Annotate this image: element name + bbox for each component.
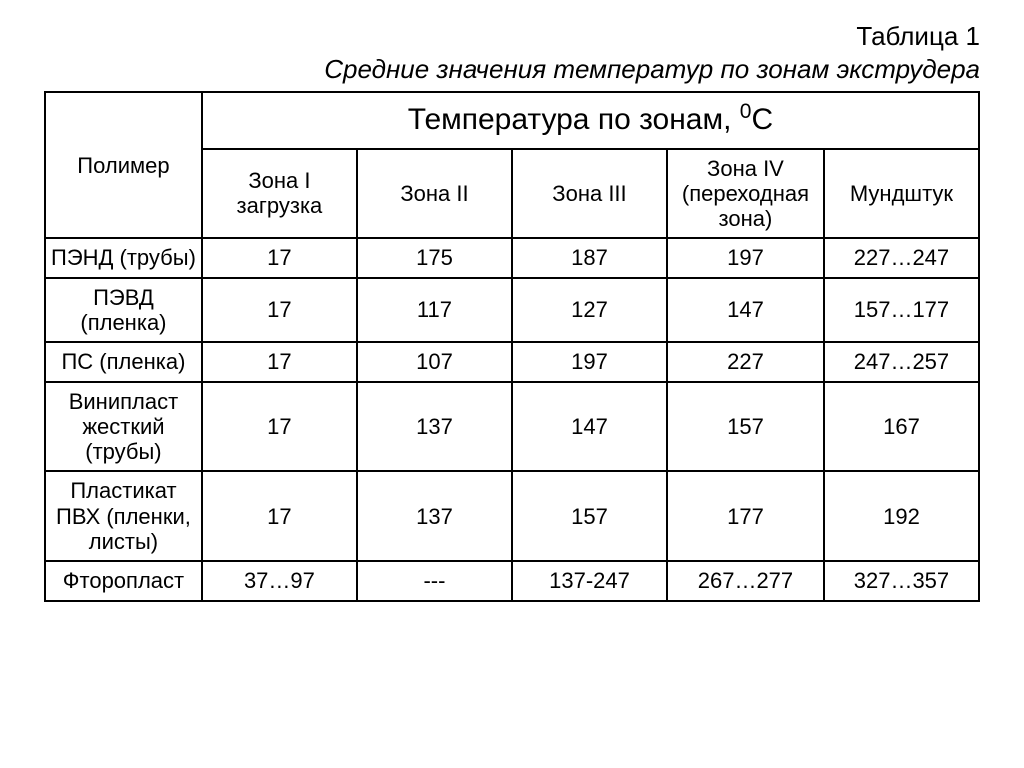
cell: 137	[357, 382, 512, 472]
cell: 137-247	[512, 561, 667, 600]
page: Таблица 1 Средние значения температур по…	[0, 0, 1024, 768]
table-row: ПС (пленка) 17 107 197 227 247…257	[45, 342, 979, 381]
zone-header: Зона IV (переходная зона)	[667, 149, 824, 239]
cell: 17	[202, 471, 357, 561]
table-row: Фторопласт 37…97 --- 137-247 267…277 327…	[45, 561, 979, 600]
table-caption: Таблица 1 Средние значения температур по…	[44, 20, 980, 85]
cell: 267…277	[667, 561, 824, 600]
table-row: ПЭНД (трубы) 17 175 187 197 227…247	[45, 238, 979, 277]
main-header-super: 0	[740, 100, 752, 123]
temperature-group-header: Температура по зонам, 0С	[202, 92, 979, 149]
cell: 137	[357, 471, 512, 561]
cell: 197	[667, 238, 824, 277]
cell: 175	[357, 238, 512, 277]
cell: 127	[512, 278, 667, 343]
table-row: ПЭВД (пленка) 17 117 127 147 157…177	[45, 278, 979, 343]
cell: 37…97	[202, 561, 357, 600]
row-label: Фторопласт	[45, 561, 202, 600]
row-label: ПЭНД (трубы)	[45, 238, 202, 277]
cell: 157…177	[824, 278, 979, 343]
cell: 247…257	[824, 342, 979, 381]
cell: 227	[667, 342, 824, 381]
cell: 17	[202, 342, 357, 381]
cell: 157	[512, 471, 667, 561]
cell: 17	[202, 278, 357, 343]
zone-header: Зона I загрузка	[202, 149, 357, 239]
table-row: Пластикат ПВХ (пленки, листы) 17 137 157…	[45, 471, 979, 561]
row-label: ПЭВД (пленка)	[45, 278, 202, 343]
cell: 157	[667, 382, 824, 472]
zone-header: Мундштук	[824, 149, 979, 239]
row-label: ПС (пленка)	[45, 342, 202, 381]
cell: ---	[357, 561, 512, 600]
table-row: Винипласт жесткий (трубы) 17 137 147 157…	[45, 382, 979, 472]
polymer-column-header: Полимер	[45, 92, 202, 238]
cell: 147	[512, 382, 667, 472]
cell: 147	[667, 278, 824, 343]
cell: 192	[824, 471, 979, 561]
table-header-row-1: Полимер Температура по зонам, 0С	[45, 92, 979, 149]
cell: 17	[202, 238, 357, 277]
main-header-suffix: С	[751, 103, 773, 136]
zone-header: Зона III	[512, 149, 667, 239]
cell: 177	[667, 471, 824, 561]
zone-header: Зона II	[357, 149, 512, 239]
cell: 327…357	[824, 561, 979, 600]
main-header-prefix: Температура по зонам,	[408, 103, 740, 136]
row-label: Пластикат ПВХ (пленки, листы)	[45, 471, 202, 561]
cell: 107	[357, 342, 512, 381]
caption-title: Средние значения температур по зонам экс…	[44, 53, 980, 86]
caption-number: Таблица 1	[44, 20, 980, 53]
cell: 17	[202, 382, 357, 472]
table-body: ПЭНД (трубы) 17 175 187 197 227…247 ПЭВД…	[45, 238, 979, 600]
cell: 187	[512, 238, 667, 277]
cell: 197	[512, 342, 667, 381]
extruder-temperature-table: Полимер Температура по зонам, 0С Зона I …	[44, 91, 980, 602]
cell: 167	[824, 382, 979, 472]
cell: 117	[357, 278, 512, 343]
cell: 227…247	[824, 238, 979, 277]
row-label: Винипласт жесткий (трубы)	[45, 382, 202, 472]
